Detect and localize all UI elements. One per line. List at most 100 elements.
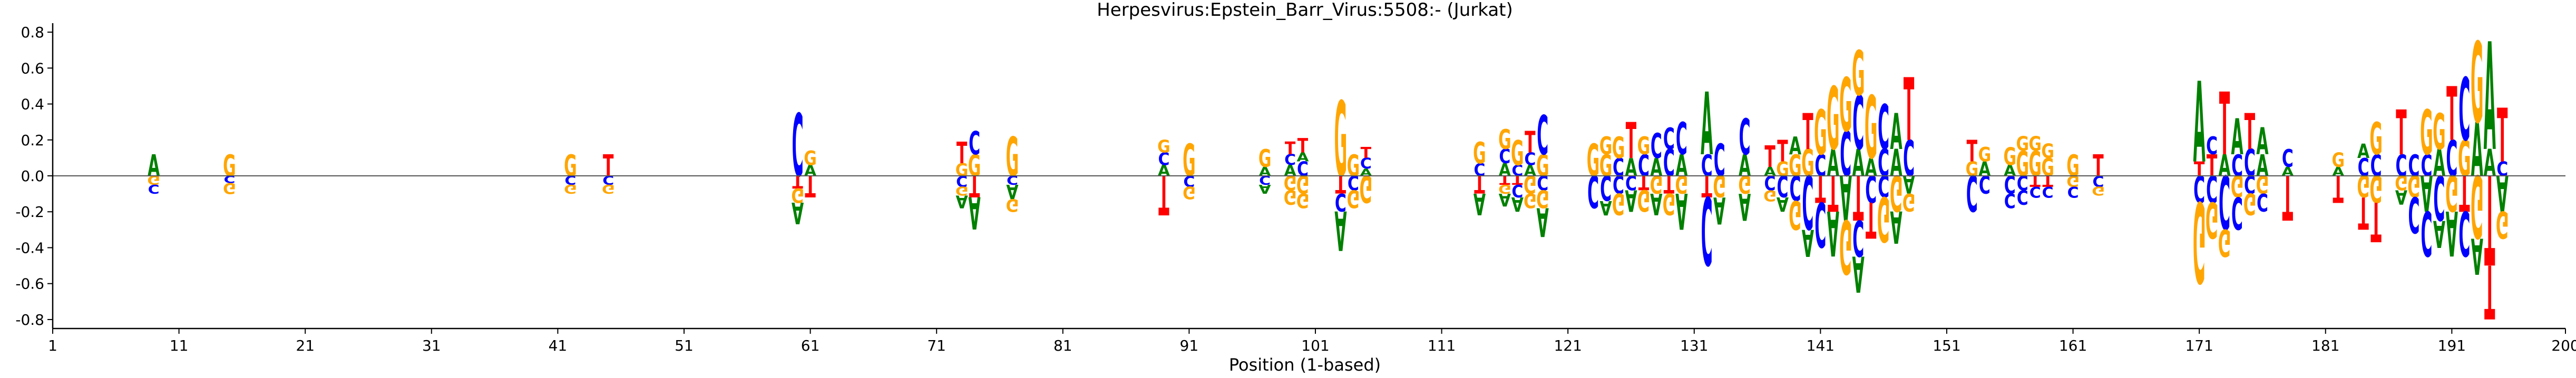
logo-letter-A: A	[1890, 142, 1902, 185]
logo-letter-C: C	[2496, 158, 2508, 181]
logo-letter-G: G	[1360, 167, 1373, 210]
x-tick-label: 81	[1053, 337, 1072, 354]
logo-letter-C: C	[1865, 167, 1877, 210]
x-tick-label: 121	[1554, 337, 1582, 354]
logo-letter-G: G	[1789, 191, 1802, 237]
logo-letter-A: A	[2004, 162, 2016, 180]
logo-letter-C: C	[2004, 170, 2016, 198]
logo-letter-T: T	[1777, 134, 1788, 168]
logo-letter-A: A	[1524, 162, 1537, 180]
logo-letter-C: C	[1613, 154, 1624, 182]
logo-letter-A: A	[1158, 162, 1170, 180]
y-tick-label: 0.2	[21, 132, 44, 149]
logo-letter-A: A	[2256, 120, 2268, 163]
logo-letter-G: G	[804, 147, 817, 170]
x-tick-label: 111	[1428, 337, 1456, 354]
logo-letter-G: G	[1612, 186, 1625, 221]
logo-letter-C: C	[1284, 151, 1296, 168]
logo-letter-A: A	[1789, 132, 1802, 161]
logo-letter-A: A	[804, 162, 817, 180]
logo-letter-G: G	[2193, 176, 2206, 305]
logo-letter-C: C	[2017, 185, 2028, 208]
logo-letter-C: C	[2408, 148, 2419, 183]
logo-letter-G: G	[1258, 145, 1272, 173]
logo-letter-C: C	[1878, 142, 1889, 185]
logo-letter-C: C	[2244, 142, 2256, 185]
logo-letter-G: G	[2016, 144, 2029, 184]
x-tick-label: 41	[549, 337, 568, 354]
logo-letter-C: C	[1802, 158, 1813, 244]
logo-letter-G: G	[1473, 136, 1486, 171]
logo-letter-C: C	[956, 172, 968, 190]
logo-letter-A: A	[1334, 199, 1346, 262]
logo-letter-G: G	[1839, 203, 1852, 289]
logo-letter-G: G	[1814, 98, 1827, 170]
logo-letter-T: T	[2497, 93, 2507, 179]
logo-letter-G: G	[1789, 148, 1802, 183]
x-tick-label: 51	[675, 337, 694, 354]
y-tick-label: 0.8	[21, 24, 44, 41]
logo-letter-T: T	[969, 168, 980, 203]
logo-letter-G: G	[1839, 63, 1852, 148]
x-tick-label: 141	[1807, 337, 1835, 354]
logo-letter-G: G	[1599, 132, 1613, 161]
logo-letter-A: A	[792, 195, 804, 230]
logo-letter-C: C	[1714, 134, 1725, 186]
logo-letter-C: C	[1158, 150, 1169, 170]
logo-letter-C: C	[1739, 110, 1751, 166]
logo-letter-G: G	[2471, 20, 2484, 148]
x-tick-label: 71	[927, 337, 946, 354]
logo-letter-G: G	[2041, 140, 2054, 163]
logo-letter-T: T	[2459, 164, 2470, 221]
logo-letter-A: A	[1713, 188, 1725, 232]
logo-letter-G: G	[2066, 172, 2080, 190]
logo-letter-A: A	[1296, 151, 1309, 165]
logo-letter-C: C	[1979, 170, 1990, 198]
logo-letter-C: C	[2042, 183, 2054, 201]
logo-letter-G: G	[1827, 69, 1840, 170]
logo-letter-T: T	[1967, 134, 1978, 168]
logo-letter-G: G	[2407, 168, 2421, 203]
logo-letter-G: G	[1347, 184, 1360, 212]
logo-letter-G: G	[1650, 170, 1663, 198]
logo-letter-T: T	[1335, 170, 1346, 198]
logo-letter-T: T	[805, 168, 816, 203]
logo-letter-G: G	[1713, 168, 1726, 203]
logo-letter-G: G	[1498, 182, 1511, 196]
logo-letter-C: C	[2358, 154, 2369, 182]
logo-letter-T: T	[2042, 172, 2053, 190]
logo-letter-C: C	[2408, 185, 2419, 242]
y-tick-label: 0.6	[21, 59, 44, 77]
logo-letter-G: G	[2016, 133, 2029, 155]
logo-letter-T: T	[2245, 104, 2255, 161]
logo-letter-G: G	[2496, 203, 2509, 246]
logo-letter-G: G	[2041, 154, 2054, 182]
logo-letter-G: G	[2218, 221, 2231, 264]
logo-letter-A: A	[1902, 170, 1915, 198]
x-tick-label: 11	[170, 337, 189, 354]
logo-letter-C: C	[1701, 175, 1713, 283]
x-tick-label: 200	[2551, 337, 2576, 354]
logo-letter-C: C	[1840, 120, 1851, 191]
logo-letter-A: A	[2219, 148, 2231, 183]
logo-letter-T: T	[2484, 146, 2495, 290]
logo-letter-G: G	[1738, 170, 1751, 198]
y-tick-label: 0.4	[21, 96, 44, 113]
logo-letter-T: T	[1828, 164, 1838, 221]
logo-letter-G: G	[1902, 187, 1916, 216]
y-tick-label: 0.0	[21, 167, 44, 185]
logo-letter-C: C	[1524, 150, 1536, 170]
logo-letter-A: A	[968, 187, 980, 239]
logo-letter-C: C	[969, 126, 980, 163]
logo-letter-G: G	[2066, 148, 2080, 183]
logo-letter-G: G	[1890, 164, 1903, 221]
logo-letter-A: A	[1852, 142, 1865, 185]
logo-letter-A: A	[1511, 193, 1524, 215]
logo-letter-C: C	[1903, 131, 1915, 188]
logo-letter-T: T	[603, 148, 614, 183]
logo-letter-G: G	[1612, 130, 1625, 165]
y-axis: -0.8 -0.6 -0.4 -0.2 0.0 0.2 0.4 0.6 0.8	[15, 24, 53, 329]
logo-letter-T: T	[2484, 248, 2495, 334]
logo-letter-A: A	[1650, 186, 1662, 221]
